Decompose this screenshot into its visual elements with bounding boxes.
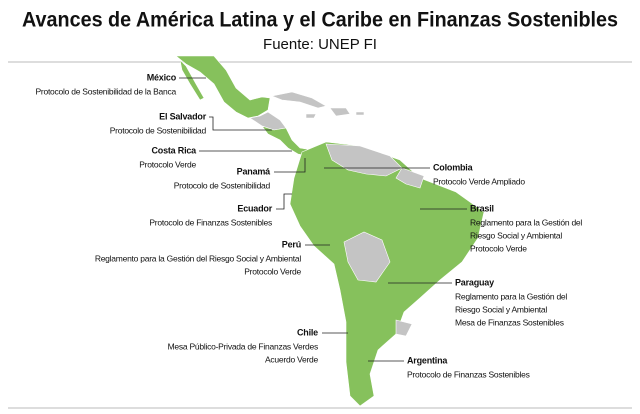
country-name: Ecuador [237, 203, 272, 213]
country-name: Chile [297, 327, 318, 337]
bolivia [343, 231, 391, 283]
country-name: Brasil [470, 203, 494, 213]
jamaica [305, 113, 317, 119]
map [175, 55, 485, 407]
cuba [270, 91, 327, 109]
country-name: Costa Rica [151, 145, 197, 155]
country-initiative: Protocolo Verde Ampliado [433, 176, 525, 186]
south-america [289, 141, 485, 407]
country-initiative: Reglamento para la Gestión del [455, 291, 567, 301]
leader-line [209, 116, 272, 131]
country-initiative: Protocolo de Finanzas Sostenibles [407, 369, 530, 379]
country-initiative: Reglamento para la Gestión del [470, 217, 582, 227]
country-name: Colombia [433, 162, 474, 172]
country-initiative: Mesa Público-Privada de Finanzas Verdes [168, 341, 318, 351]
country-name: El Salvador [159, 111, 207, 121]
title: Avances de América Latina y el Caribe en… [22, 9, 618, 32]
country-initiative: Protocolo Verde [139, 159, 196, 169]
guianas [395, 167, 425, 189]
country-initiative: Acuerdo Verde [265, 354, 319, 364]
country-initiative: Protocolo de Finanzas Sostenibles [149, 217, 272, 227]
country-name: Argentina [407, 355, 448, 365]
country-initiative: Protocolo de Sostenibilidad de la Banca [35, 86, 176, 96]
country-initiative: Reglamento para la Gestión del Riesgo So… [95, 253, 302, 263]
country-initiative: Riesgo Social y Ambiental [470, 230, 562, 240]
puerto-rico [355, 111, 365, 116]
country-name: México [147, 72, 177, 82]
mexico [175, 55, 271, 119]
country-initiative: Protocolo de Sostenibilidad [174, 180, 271, 190]
country-initiative: Protocolo Verde [470, 243, 527, 253]
uruguay [395, 319, 413, 337]
country-name: Paraguay [455, 277, 494, 287]
country-initiative: Protocolo Verde [244, 266, 301, 276]
country-initiative: Protocolo de Sostenibilidad [110, 125, 207, 135]
country-name: Perú [282, 239, 301, 249]
leader-line [276, 193, 292, 210]
hispaniola [329, 107, 351, 117]
country-name: Panamá [237, 166, 272, 176]
labels: México Protocolo de Sostenibilidad de la … [35, 72, 582, 379]
source: Fuente: UNEP FI [263, 36, 377, 53]
leader-line [274, 158, 306, 173]
country-initiative: Mesa de Finanzas Sostenibles [455, 317, 564, 327]
country-initiative: Riesgo Social y Ambiental [455, 304, 547, 314]
baja [179, 59, 205, 101]
